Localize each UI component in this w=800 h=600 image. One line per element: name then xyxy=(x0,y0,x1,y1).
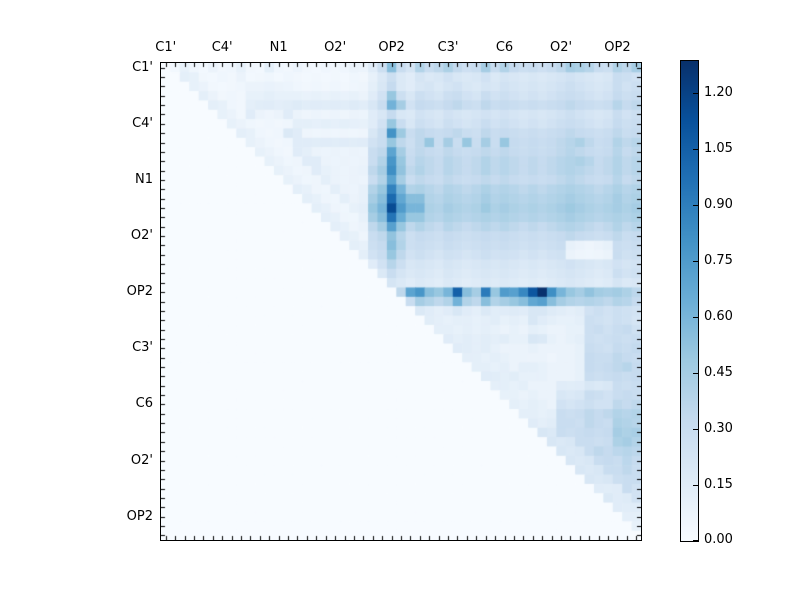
colorbar-tick-label: 0.75 xyxy=(704,252,733,268)
y-axis-tick-label: C4' xyxy=(132,115,153,131)
y-axis-tick-label: OP2 xyxy=(126,508,153,524)
colorbar-tick-label: 0.15 xyxy=(704,476,733,492)
plot-area xyxy=(160,62,642,541)
colorbar-tick-label: 0.90 xyxy=(704,196,733,212)
y-axis-tick-label: C1' xyxy=(132,59,153,75)
x-axis-tick-label: OP2 xyxy=(378,40,405,55)
x-axis-tick-label: C1' xyxy=(155,40,177,55)
colorbar-tick-mark xyxy=(693,204,698,206)
colorbar-tick-label: 0.00 xyxy=(704,532,733,547)
colorbar xyxy=(680,60,699,542)
colorbar-tick-mark xyxy=(693,540,698,541)
colorbar-tick-label: 0.60 xyxy=(704,308,733,324)
colorbar-tick-mark xyxy=(693,428,698,430)
colorbar-tick-label: 0.30 xyxy=(704,420,733,436)
colorbar-tick-mark xyxy=(693,484,698,486)
y-axis-tick-label: O2' xyxy=(130,452,153,468)
x-axis-tick-label: O2' xyxy=(549,40,573,55)
y-axis-tick-label: O2' xyxy=(130,228,153,244)
x-axis-tick-label: O2' xyxy=(324,40,347,55)
colorbar-tick-mark xyxy=(693,260,698,262)
x-axis-tick-label: C4' xyxy=(211,40,233,55)
heatmap-canvas xyxy=(161,63,641,540)
y-axis-tick-label: OP2 xyxy=(126,284,153,300)
y-axis-tick-label: C6 xyxy=(135,396,153,412)
y-axis-tick-label: N1 xyxy=(135,171,153,187)
x-axis-tick-label: C6 xyxy=(495,40,514,55)
colorbar-tick-label: 1.20 xyxy=(704,84,733,100)
x-axis-tick-label: C3' xyxy=(437,40,459,55)
x-axis-tick-label: OP2 xyxy=(604,40,631,55)
colorbar-tick-mark xyxy=(693,148,698,150)
y-axis-tick-label: C3' xyxy=(132,340,153,356)
colorbar-tick-label: 0.45 xyxy=(704,364,733,380)
colorbar-tick-mark xyxy=(693,372,698,374)
colorbar-tick-mark xyxy=(693,316,698,318)
colorbar-gradient xyxy=(681,61,698,541)
colorbar-tick-label: 1.05 xyxy=(704,140,733,156)
x-axis-tick-label: N1 xyxy=(269,40,288,55)
colorbar-tick-mark xyxy=(693,92,698,94)
